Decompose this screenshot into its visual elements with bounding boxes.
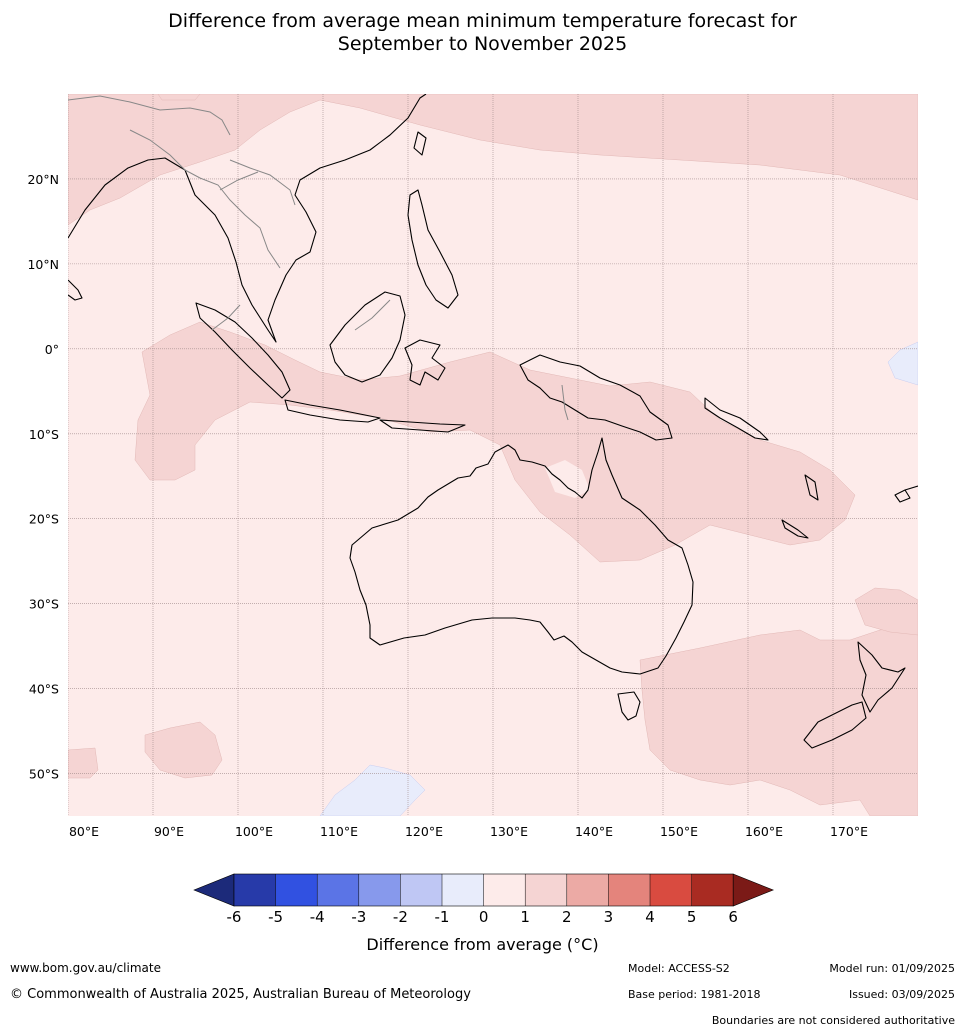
warm-anomaly-region-small-north [157, 94, 201, 101]
lon-tick-label: 100°E [235, 824, 273, 839]
fiji-coastline [894, 489, 911, 503]
colorbar-tick-label: 6 [728, 908, 738, 926]
colorbar-swatch [234, 874, 276, 906]
colorbar: -6 -5 -4 -3 -2 -1 0 1 2 3 4 5 6 [193, 873, 775, 926]
lon-tick-label: 130°E [490, 824, 528, 839]
colorbar-swatch [650, 874, 692, 906]
colorbar-swatch [566, 874, 609, 906]
warm-anomaly-region-north [68, 94, 918, 226]
colorbar-tick-label: -2 [393, 908, 408, 926]
lat-tick-label: 10°N [27, 257, 59, 272]
issued-text: Issued: 03/09/2025 [848, 988, 955, 1001]
colorbar-swatch [442, 874, 484, 906]
colorbar-tick-label: -6 [227, 908, 242, 926]
country-borders [68, 95, 569, 421]
lat-tick-label: 0° [45, 342, 59, 357]
colorbar-tick-label: 3 [604, 908, 614, 926]
colorbar-outline [233, 873, 734, 907]
colorbar-tick-label: -3 [351, 908, 366, 926]
axis-tick-labels: 80°E 90°E 100°E 110°E 120°E 130°E 140°E 150°E 16… [27, 172, 868, 839]
colorbar-over-arrow [732, 873, 775, 907]
warm-anomaly-region-tropics [134, 321, 856, 563]
new-zealand-south-coastline [803, 701, 867, 749]
colorbar-swatch [691, 874, 734, 906]
cool-anomaly-region-south [319, 764, 426, 816]
india-coastline [68, 279, 83, 301]
lat-tick-label: 10°S [29, 427, 59, 442]
fiji-east-coastline [904, 485, 918, 491]
new-zealand-north-coastline [857, 641, 906, 713]
lesser-sunda-coastline [379, 419, 466, 433]
cool-anomaly-region-east [887, 341, 918, 386]
base-period-text: Base period: 1981-2018 [628, 988, 761, 1001]
warm-anomaly-region-southeast [639, 624, 918, 816]
map-area [68, 94, 918, 816]
sulawesi-coastline [404, 339, 446, 386]
lon-tick-label: 120°E [405, 824, 443, 839]
title-line-1: Difference from average mean minimum tem… [168, 10, 797, 32]
lon-tick-label: 150°E [660, 824, 698, 839]
colorbar-tick-label: -5 [268, 908, 283, 926]
lon-tick-label: 80°E [69, 824, 99, 839]
solomon-islands-coastline [704, 397, 769, 441]
cool-hole-gulf [545, 460, 590, 498]
lat-tick-label: 30°S [29, 597, 59, 612]
colorbar-swatch [275, 874, 318, 906]
lon-tick-label: 110°E [320, 824, 358, 839]
copyright-text: © Commonwealth of Australia 2025, Austra… [10, 987, 471, 1002]
lat-tick-label: 20°S [29, 512, 59, 527]
colorbar-swatch [483, 874, 526, 906]
lat-tick-label: 20°N [27, 172, 59, 187]
colorbar-swatch [317, 874, 359, 906]
model-text: Model: ACCESS-S2 [628, 962, 730, 975]
disclaimer-text: Boundaries are not considered authoritat… [711, 1014, 955, 1027]
sumatra-coastline [195, 302, 291, 399]
coastlines [68, 94, 918, 749]
new-guinea-coastline [519, 354, 673, 441]
colorbar-swatch [608, 874, 650, 906]
lon-tick-label: 140°E [575, 824, 613, 839]
chart-title: Difference from average mean minimum tem… [0, 10, 965, 56]
lon-tick-label: 170°E [830, 824, 868, 839]
asia-mainland-coastline [68, 94, 427, 343]
model-run-text: Model run: 01/09/2025 [829, 962, 955, 975]
colorbar-label: Difference from average (°C) [366, 935, 599, 954]
lon-tick-label: 160°E [745, 824, 783, 839]
warm-anomaly-region-west-edge [68, 747, 99, 779]
colorbar-tick-label: 1 [520, 908, 530, 926]
colorbar-tick-label: 4 [645, 908, 655, 926]
lat-tick-label: 50°S [29, 767, 59, 782]
colorbar-swatch [525, 874, 567, 906]
title-line-2: September to November 2025 [337, 33, 628, 55]
new-caledonia-coastline [781, 519, 809, 539]
taiwan-coastline [413, 131, 427, 156]
lat-tick-label: 40°S [29, 682, 59, 697]
colorbar-tick-label: -1 [435, 908, 450, 926]
colorbar-tick-label: 0 [479, 908, 489, 926]
colorbar-under-arrow [193, 873, 235, 907]
colorbar-swatch [358, 874, 401, 906]
philippines-coastline [407, 189, 459, 309]
australia-coastline [349, 437, 694, 675]
tasmania-coastline [617, 691, 641, 721]
warm-anomaly-region-tasman [854, 587, 918, 636]
borneo-coastline [329, 291, 406, 383]
warm-anomaly-region-southwest [144, 721, 223, 779]
vanuatu-coastline [804, 474, 819, 501]
colorbar-tick-label: -4 [310, 908, 325, 926]
colorbar-swatch [400, 874, 442, 906]
website-link[interactable]: www.bom.gov.au/climate [10, 961, 161, 975]
java-coastline [284, 399, 381, 423]
colorbar-tick-label: 2 [562, 908, 572, 926]
lon-tick-label: 90°E [154, 824, 184, 839]
colorbar-tick-label: 5 [687, 908, 697, 926]
